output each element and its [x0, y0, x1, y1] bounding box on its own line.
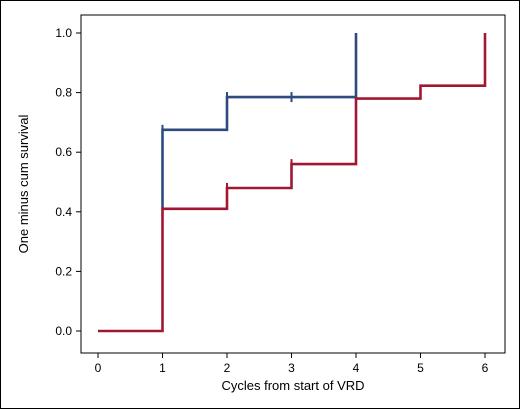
y-tick-label: 0.6	[55, 145, 72, 159]
x-tick-label: 6	[482, 361, 489, 375]
y-tick-label: 0.0	[55, 324, 72, 338]
chart-axes: 0 1 2 3 4 5 6 0.0 0.2 0.4 0.6 0.8 1.0	[55, 14, 506, 375]
x-tick-label: 3	[288, 361, 295, 375]
y-tick-label: 1.0	[55, 26, 72, 40]
chart-series	[98, 33, 487, 333]
y-tick-label: 0.4	[55, 205, 72, 219]
x-tick-label: 2	[224, 361, 231, 375]
x-tick-label: 1	[159, 361, 166, 375]
x-tick-label: 5	[417, 361, 424, 375]
x-tick-label: 0	[95, 361, 102, 375]
plot-border	[80, 14, 506, 354]
y-axis-title: One minus cum survival	[16, 115, 31, 254]
x-axis-title: Cycles from start of VRD	[221, 378, 364, 393]
y-tick-label: 0.8	[55, 86, 72, 100]
series-1-line	[161, 33, 358, 209]
x-tick-label: 4	[353, 361, 360, 375]
y-tick-label: 0.2	[55, 264, 72, 278]
series-2-line	[98, 33, 487, 333]
